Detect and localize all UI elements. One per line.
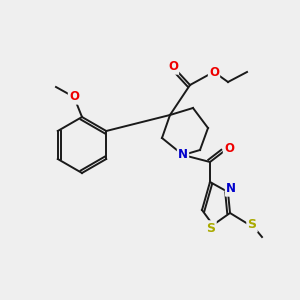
Text: N: N: [178, 148, 188, 161]
Text: O: O: [168, 61, 178, 74]
Text: S: S: [206, 221, 215, 235]
Text: O: O: [209, 65, 219, 79]
Text: N: N: [226, 182, 236, 196]
Text: S: S: [248, 218, 256, 232]
Text: O: O: [224, 142, 234, 155]
Text: O: O: [69, 91, 79, 103]
